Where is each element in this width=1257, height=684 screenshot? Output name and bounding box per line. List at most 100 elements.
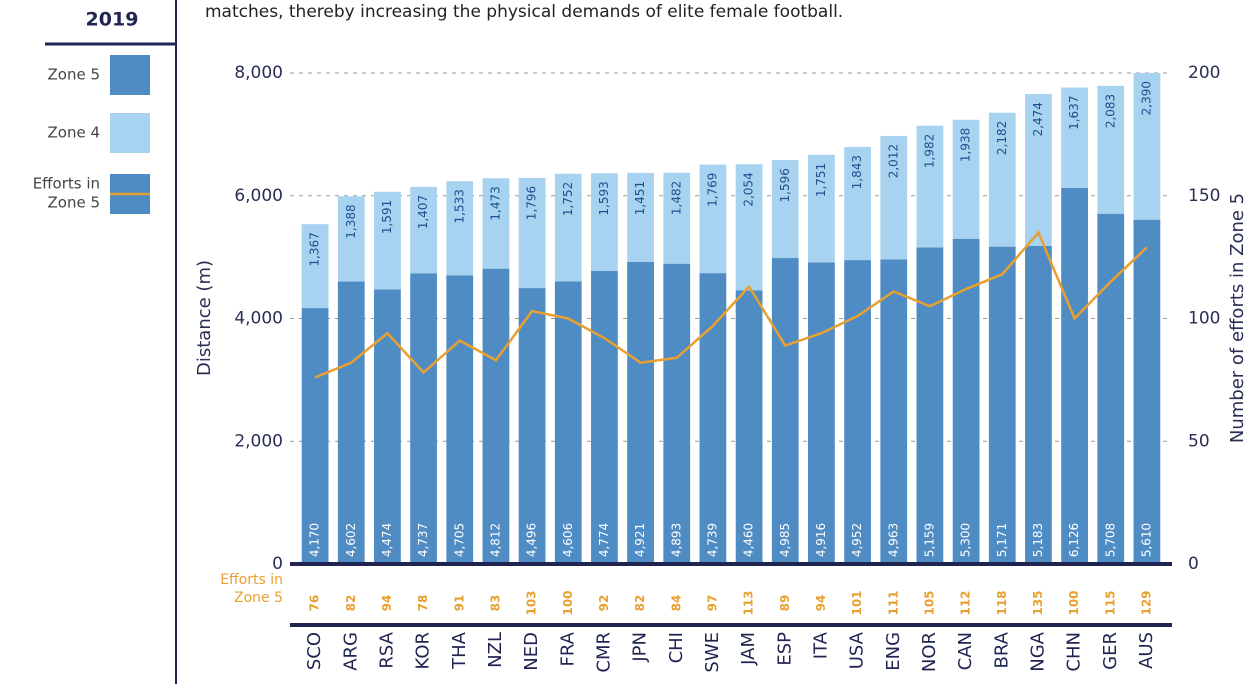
value-label: 5,708 <box>1103 523 1117 557</box>
bar-segment <box>554 173 582 282</box>
x-tick-label: ENG <box>883 632 904 671</box>
value-label: 1,473 <box>488 186 502 220</box>
bar-segment <box>446 275 474 564</box>
efforts-label: 82 <box>344 595 358 612</box>
value-label: 4,739 <box>705 523 719 557</box>
value-label: 5,183 <box>1031 523 1045 557</box>
legend-label: Zone 5 <box>48 66 101 84</box>
value-label: 4,812 <box>488 523 502 557</box>
bar-segment <box>1061 87 1088 189</box>
bar-segment <box>916 247 944 564</box>
x-tick-label: KOR <box>413 632 434 670</box>
bar-segment <box>1133 219 1161 564</box>
bar-segment <box>518 288 546 564</box>
efforts-label: 112 <box>959 590 973 615</box>
bar-segment <box>337 196 365 282</box>
bar-segment <box>301 224 329 309</box>
bar-segment <box>735 290 763 564</box>
x-tick-label: FRA <box>557 631 578 666</box>
bar-segment <box>771 160 799 259</box>
value-label: 4,737 <box>416 523 430 557</box>
efforts-label: 83 <box>488 595 502 612</box>
bar-segment <box>880 135 908 260</box>
caption: matches, thereby increasing the physical… <box>205 2 843 22</box>
bar-segment <box>952 238 980 564</box>
x-tick-label: CMR <box>593 632 614 673</box>
bar-segment <box>627 172 654 262</box>
legend-swatch <box>110 113 150 153</box>
x-tick-label: NOR <box>919 632 940 672</box>
y-tick-label: 2,000 <box>234 431 283 451</box>
bar-segment <box>663 263 691 564</box>
value-label: 1,637 <box>1067 96 1081 130</box>
bar-segment <box>916 125 944 248</box>
efforts-label: 135 <box>1031 590 1045 615</box>
x-tick-label: GER <box>1100 632 1121 670</box>
y-tick-label: 8,000 <box>234 63 283 83</box>
bar-segment <box>374 289 401 564</box>
x-tick-label: SWE <box>702 632 723 673</box>
x-tick-label: NGA <box>1027 631 1048 671</box>
x-tick-label: ITA <box>810 631 831 659</box>
bar-segment <box>482 178 510 269</box>
efforts-label: 100 <box>561 590 575 615</box>
efforts-label: 111 <box>886 590 900 615</box>
value-label: 4,602 <box>344 523 358 557</box>
bar-segment <box>844 146 871 261</box>
bar-segment <box>699 164 727 274</box>
efforts-label: 91 <box>452 595 466 612</box>
bar-segment <box>952 119 980 239</box>
value-label: 4,985 <box>778 523 792 557</box>
bar-segment <box>410 273 437 564</box>
bar-segment <box>988 246 1016 564</box>
efforts-label: 82 <box>633 595 647 612</box>
x-tick-label: CHN <box>1064 632 1085 672</box>
line-series <box>314 230 1148 379</box>
value-label: 1,367 <box>308 232 322 266</box>
efforts-label: 118 <box>995 590 1009 615</box>
bar-segment <box>1097 85 1125 214</box>
bar-segment <box>1097 213 1125 564</box>
value-label: 4,774 <box>597 523 611 557</box>
y2-tick-label: 200 <box>1188 63 1220 83</box>
value-label: 2,390 <box>1139 81 1153 115</box>
efforts-label: 100 <box>1067 590 1081 615</box>
bar-segment <box>591 270 618 564</box>
value-label: 2,182 <box>995 121 1009 155</box>
bar-segment <box>518 177 546 289</box>
bar-segment <box>554 281 582 564</box>
value-label: 4,952 <box>850 523 864 557</box>
value-label: 4,963 <box>886 523 900 557</box>
value-label: 1,982 <box>922 134 936 168</box>
value-label: 4,916 <box>814 523 828 557</box>
value-label: 1,407 <box>416 195 430 229</box>
y-tick-label: 0 <box>272 554 283 574</box>
legend-label: Efforts in <box>33 175 100 193</box>
x-tick-label: ARG <box>340 632 361 671</box>
bar-segment <box>301 308 329 564</box>
efforts-label: 129 <box>1139 590 1153 615</box>
bar-segment <box>663 172 691 264</box>
x-tick-label: THA <box>449 631 470 670</box>
x-tick-label: ESP <box>774 632 795 666</box>
value-label: 4,460 <box>742 523 756 557</box>
y-axis-label: Distance (m) <box>194 260 215 376</box>
value-label: 2,474 <box>1031 102 1045 136</box>
bar-segment <box>1133 73 1161 220</box>
bar-segment <box>1025 245 1052 564</box>
bar-segment <box>374 191 401 290</box>
x-tick-label: NED <box>521 632 542 671</box>
legend-label: Zone 5 <box>48 194 101 212</box>
bar-segment <box>446 181 474 276</box>
value-label: 4,170 <box>308 523 322 557</box>
x-tick-label: JAM <box>738 632 759 666</box>
x-tick-label: AUS <box>1136 632 1157 669</box>
efforts-label: 84 <box>669 595 683 612</box>
bar-segment <box>808 154 835 263</box>
value-label: 1,482 <box>669 181 683 215</box>
bar-segment <box>1061 188 1088 564</box>
bar-segment <box>844 260 871 564</box>
value-label: 5,159 <box>922 523 936 557</box>
bar-segment <box>627 261 654 564</box>
